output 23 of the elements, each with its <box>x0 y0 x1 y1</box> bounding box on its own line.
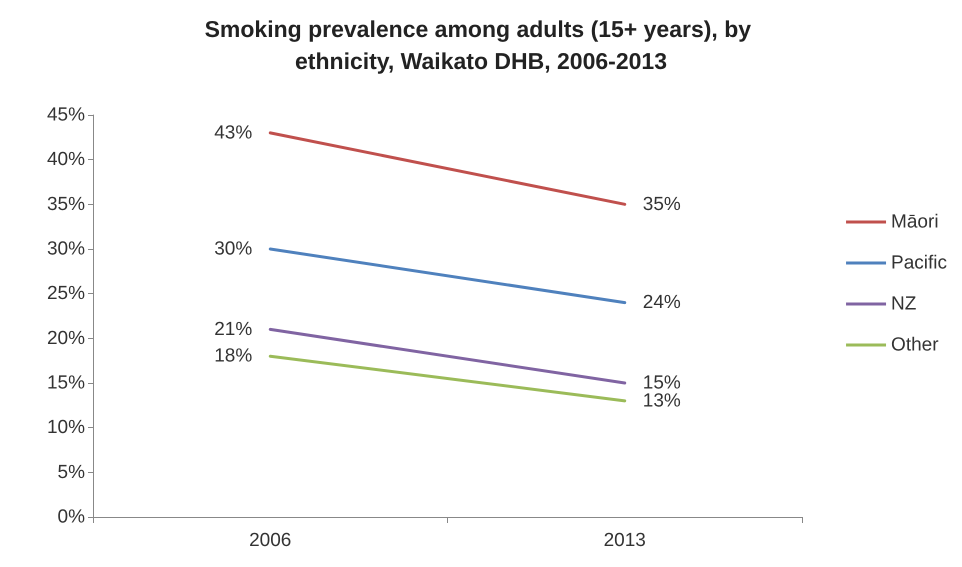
y-tick-label: 5% <box>58 462 86 483</box>
y-tick-label: 20% <box>46 328 86 349</box>
y-tick-label: 35% <box>46 194 86 215</box>
x-tick-label: 2013 <box>604 530 646 551</box>
y-tick-label: 0% <box>58 506 86 528</box>
data-label: 24% <box>642 292 681 314</box>
y-tick-label: 30% <box>46 238 86 260</box>
y-tick-label: 15% <box>46 372 86 394</box>
y-tick-label: 25% <box>46 283 86 304</box>
data-label: 21% <box>214 318 252 340</box>
legend-label: Pacific <box>891 252 948 274</box>
y-tick-label: 40% <box>46 149 86 170</box>
legend-label: NZ <box>891 294 917 314</box>
legend-label: Other <box>891 334 940 356</box>
legend-label: Māori <box>891 212 939 232</box>
data-label: 35% <box>642 194 681 215</box>
x-tick-label: 2006 <box>249 530 292 551</box>
data-label: 43% <box>214 122 252 144</box>
y-tick-label: 10% <box>46 417 86 438</box>
y-tick-label: 45% <box>46 104 86 126</box>
data-label: 18% <box>214 346 252 367</box>
data-label: 30% <box>214 238 252 260</box>
chart-title: Smoking prevalence among adults (15+ years), by ethnicity, Waikato DHB, 2006-2013 <box>204 16 758 74</box>
